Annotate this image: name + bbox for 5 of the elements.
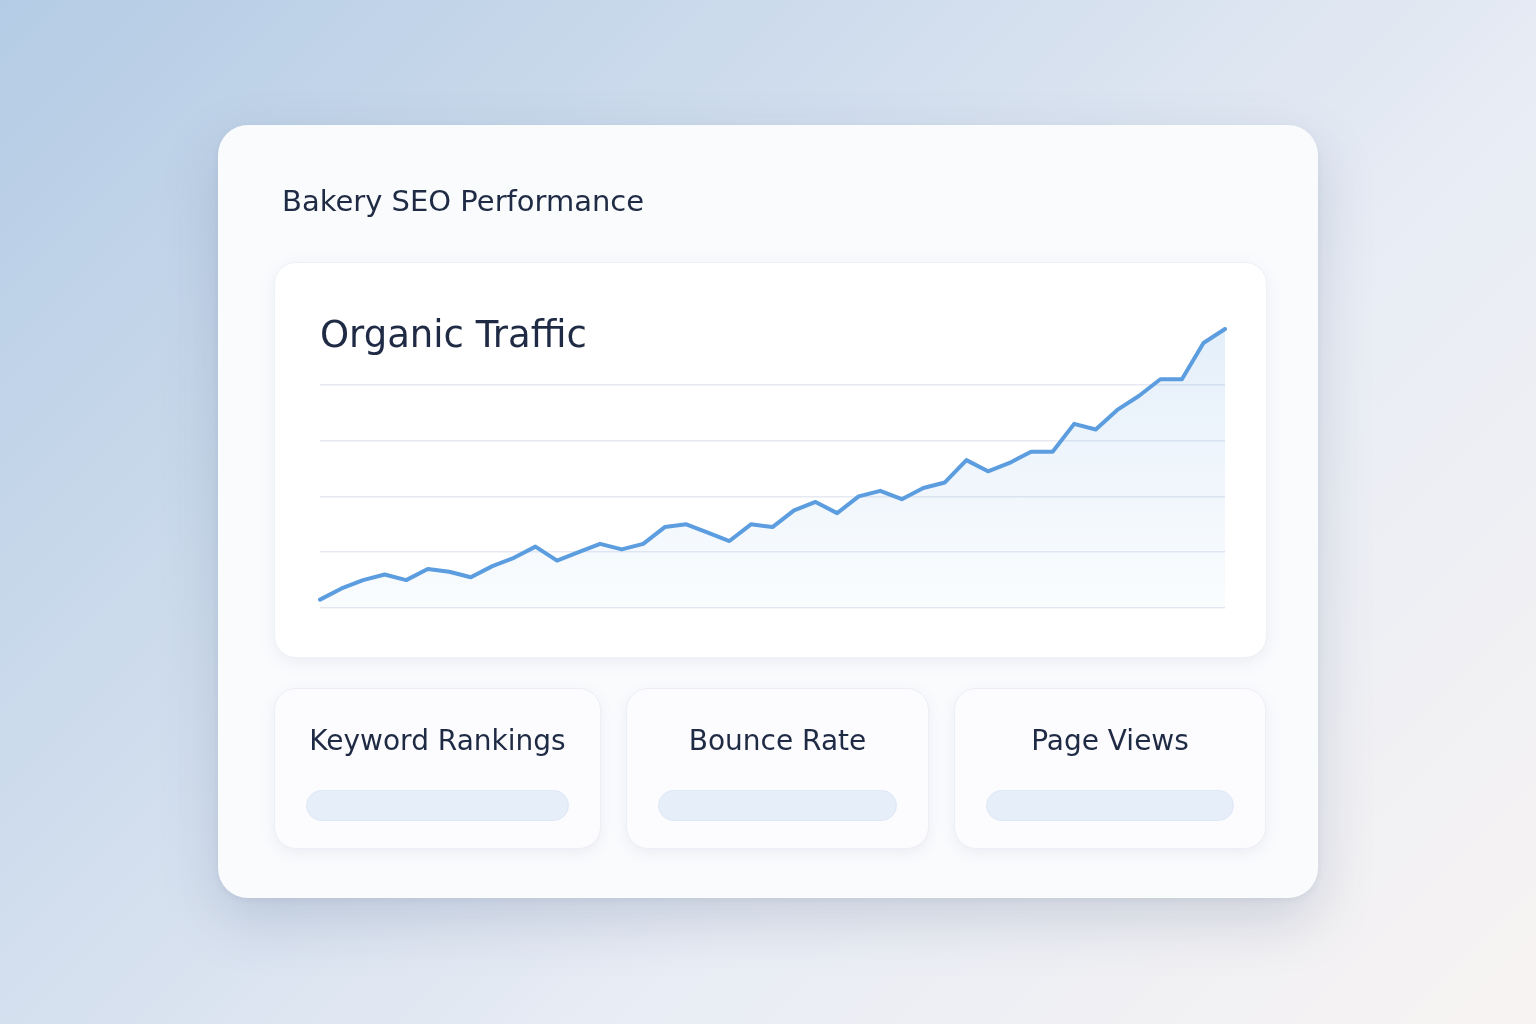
chart-title: Organic Traffic [320, 313, 587, 357]
text: Bounce Rate [687, 724, 868, 758]
text: Page Views [1030, 724, 1190, 758]
text: Keyword Rankings [308, 724, 567, 758]
text: Bakery SEO Performance [282, 184, 645, 218]
